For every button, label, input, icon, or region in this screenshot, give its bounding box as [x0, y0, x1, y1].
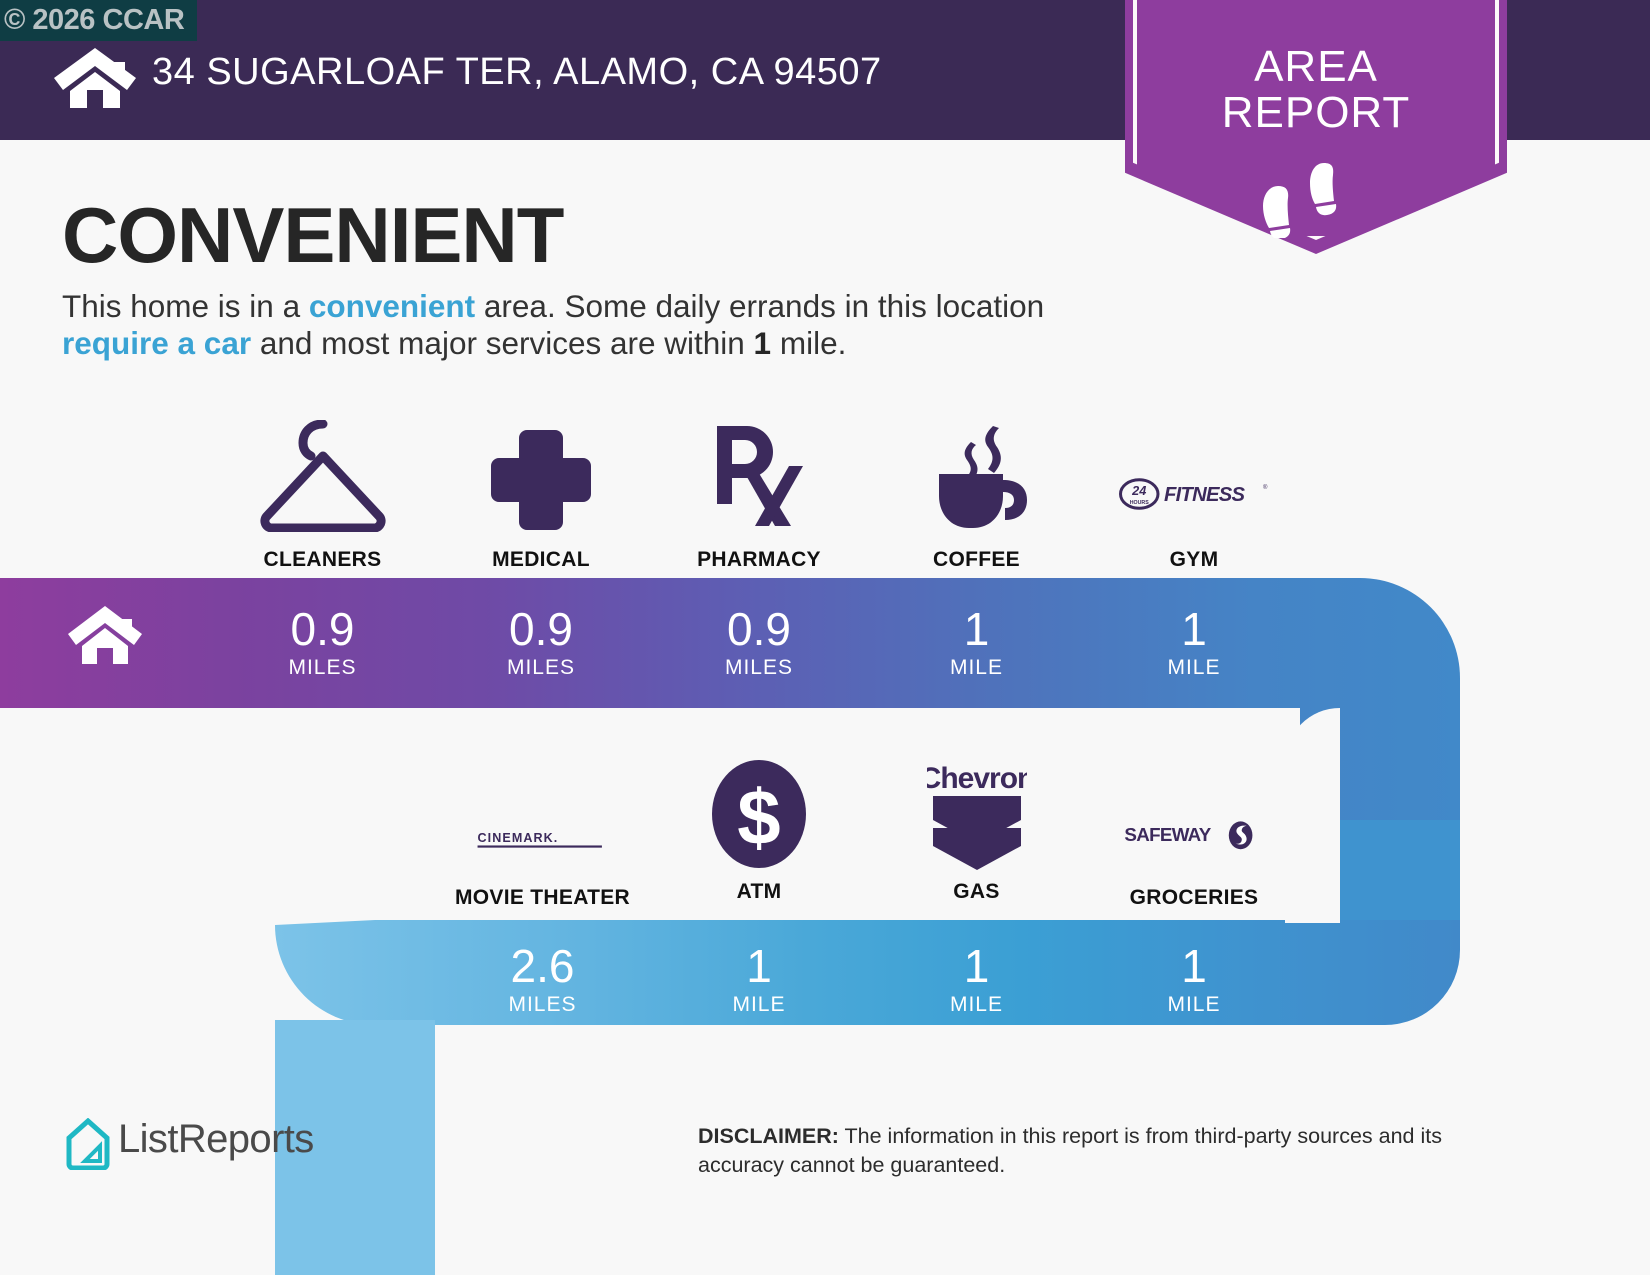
- service-label-movie-theater: MOVIE THEATER: [454, 886, 631, 909]
- distance-pharmacy: 0.9 MILES: [650, 603, 868, 680]
- disclaimer-label: DISCLAIMER:: [698, 1124, 839, 1148]
- subtitle-part-2: area. Some daily errands in this locatio…: [475, 288, 1045, 324]
- distance-unit-medical: MILES: [506, 655, 576, 679]
- subtitle-accent-require-a-car: require a car: [62, 324, 252, 361]
- distance-medical: 0.9 MILES: [432, 603, 650, 680]
- cinemark-logo: CINEMARK.: [435, 760, 650, 870]
- coffee-cup-icon: [868, 422, 1085, 532]
- distance-value-atm: 1: [746, 940, 772, 992]
- service-column-coffee: COFFEE: [868, 422, 1085, 572]
- distance-gas: 1 MILE: [868, 940, 1085, 1017]
- service-column-groceries: SAFEWAY GROCERIES: [1085, 760, 1303, 910]
- distance-movie-theater: 2.6 MILES: [435, 940, 650, 1017]
- atm-dollar-symbol: $: [737, 773, 780, 861]
- distance-unit-gym: MILE: [1167, 655, 1221, 679]
- service-column-gym: 24 HOURS FITNESS ® GYM: [1085, 422, 1303, 572]
- service-column-movie-theater: CINEMARK. MOVIE THEATER: [435, 760, 650, 910]
- safeway-logo: SAFEWAY: [1085, 760, 1303, 870]
- home-icon: [54, 48, 136, 108]
- service-label-groceries: GROCERIES: [1129, 886, 1259, 909]
- origin-home-icon: [68, 606, 142, 664]
- distance-unit-movie-theater: MILES: [508, 992, 577, 1016]
- hanger-icon: [213, 420, 432, 532]
- distance-groceries: 1 MILE: [1085, 940, 1303, 1017]
- gym-logo-hours: HOURS: [1130, 500, 1149, 506]
- service-label-atm: ATM: [736, 880, 782, 903]
- distance-gym: 1 MILE: [1085, 603, 1303, 680]
- footprints-icon: [1263, 163, 1337, 238]
- gym-logo-24: 24: [1131, 483, 1146, 498]
- badge-border: [1133, 0, 1499, 240]
- service-label-coffee: COFFEE: [933, 548, 1020, 571]
- distance-unit-cleaners: MILES: [288, 655, 357, 679]
- distance-unit-pharmacy: MILES: [724, 655, 794, 679]
- movie-logo-text: CINEMARK.: [477, 831, 558, 845]
- service-label-gas: GAS: [953, 880, 1000, 903]
- distance-value-gym: 1: [1181, 603, 1207, 655]
- page-title: CONVENIENT: [62, 191, 564, 279]
- distance-coffee: 1 MILE: [868, 603, 1085, 680]
- chevron-logo: Chevron: [868, 740, 1085, 870]
- page-subtitle: This home is in a convenient area. Some …: [62, 288, 1072, 362]
- distance-unit-groceries: MILE: [1167, 992, 1221, 1016]
- dollar-coin-icon: $: [650, 740, 868, 870]
- service-label-cleaners: CLEANERS: [263, 548, 382, 571]
- distance-value-gas: 1: [963, 940, 990, 992]
- copyright-watermark: © 2026 CCAR: [0, 0, 197, 41]
- grocery-logo-text: SAFEWAY: [1124, 824, 1211, 845]
- distance-value-medical: 0.9: [509, 603, 573, 655]
- disclaimer: DISCLAIMER: The information in this repo…: [698, 1122, 1508, 1180]
- service-column-atm: $ ATM: [650, 740, 868, 904]
- 24-hour-fitness-logo: 24 HOURS FITNESS ®: [1085, 422, 1303, 532]
- badge-text: AREA REPORT: [1133, 42, 1499, 138]
- badge-line-1: AREA: [1254, 42, 1378, 91]
- subtitle-part-4: and most major services are within: [251, 324, 754, 361]
- distance-value-pharmacy: 0.9: [727, 603, 791, 655]
- distance-value-coffee: 1: [963, 603, 990, 655]
- distance-cleaners: 0.9 MILES: [213, 603, 432, 680]
- subtitle-miles-number: 1: [753, 324, 772, 361]
- badge-line-2: REPORT: [1221, 88, 1411, 138]
- distance-unit-atm: MILE: [732, 992, 786, 1016]
- listreports-brand: ListReports: [118, 1117, 314, 1161]
- medical-cross-icon: [432, 422, 650, 532]
- svg-text:®: ®: [1263, 484, 1268, 491]
- distance-value-movie-theater: 2.6: [510, 940, 575, 992]
- rx-icon: [650, 422, 868, 532]
- service-label-medical: MEDICAL: [492, 548, 590, 571]
- service-column-medical: MEDICAL: [432, 422, 650, 572]
- listreports-logo: [66, 1118, 110, 1170]
- subtitle-accent-convenient: convenient: [308, 288, 476, 324]
- service-column-cleaners: CLEANERS: [213, 420, 432, 572]
- service-column-gas: Chevron GAS: [868, 740, 1085, 904]
- distance-atm: 1 MILE: [650, 940, 868, 1017]
- distance-unit-gas: MILE: [949, 992, 1003, 1016]
- service-label-pharmacy: PHARMACY: [697, 548, 821, 571]
- subtitle-part-6: mile.: [771, 324, 847, 361]
- distance-unit-coffee: MILE: [949, 655, 1003, 679]
- subtitle-part-0: This home is in a: [62, 288, 309, 324]
- service-label-gym: GYM: [1169, 548, 1219, 571]
- distance-value-cleaners: 0.9: [290, 603, 355, 655]
- disclaimer-text: The information in this report is from t…: [698, 1124, 1442, 1178]
- gas-logo-text: Chevron: [927, 762, 1027, 795]
- gym-logo-fitness: FITNESS: [1164, 484, 1246, 506]
- service-column-pharmacy: PHARMACY: [650, 422, 868, 572]
- property-address: 34 SUGARLOAF TER, ALAMO, CA 94507: [152, 51, 882, 93]
- distance-value-groceries: 1: [1181, 940, 1207, 992]
